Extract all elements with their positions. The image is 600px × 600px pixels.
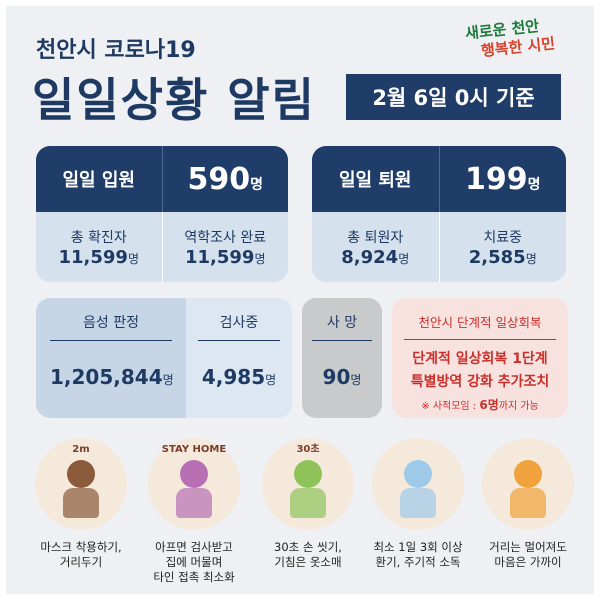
tip-caption: 거리는 멀어져도: [489, 540, 567, 554]
recovery-title: 천안시 단계적 일상회복: [418, 315, 542, 330]
tip: 30초 30초 손 씻기, 기침은 옷소매: [248, 438, 368, 570]
tip-caption: 집에 머물며: [165, 555, 223, 569]
tip: 2m 마스크 착용하기, 거리두기: [21, 438, 141, 570]
number: 8,924: [341, 246, 399, 268]
tip-icon: 30초: [262, 438, 354, 530]
icon-figure: [67, 460, 95, 488]
label: 일일 퇴원: [338, 170, 412, 191]
tip-icon: [372, 438, 464, 530]
label: 총 퇴원자: [347, 229, 404, 246]
number: 199: [464, 161, 528, 197]
tip-caption: 마스크 착용하기,: [40, 540, 122, 554]
recovery-line: 특별방역 강화 추가조치: [410, 374, 550, 390]
unit: 명: [527, 176, 541, 193]
unit: 명: [127, 251, 139, 266]
icon-figure: [294, 460, 322, 488]
icon-text: STAY HOME: [161, 444, 227, 455]
icon-body: [510, 488, 546, 518]
icon-text: 2m: [72, 444, 90, 455]
icon-body: [290, 488, 326, 518]
note: ※ 사적모임 :: [421, 401, 480, 412]
value: 11,599명: [185, 247, 266, 268]
label: 검사중: [198, 298, 280, 341]
tip-caption: 타인 접촉 최소화: [153, 570, 235, 584]
tip: 거리는 멀어져도 마음은 가까이: [468, 438, 588, 570]
tip-caption: 최소 1일 3회 이상: [373, 540, 463, 554]
unit: 명: [250, 176, 263, 193]
note: 까지 가능: [498, 401, 539, 412]
tip: STAY HOME 아프면 검사받고 집에 머물며 타인 접촉 최소화: [134, 438, 254, 585]
title: 일일상황 알림: [32, 73, 316, 127]
label: 일일 입원: [62, 170, 135, 191]
tip: 최소 1일 3회 이상 환기, 주기적 소독: [358, 438, 478, 570]
date: 2월 6일 0시 기준: [372, 86, 535, 110]
unit: 명: [265, 373, 277, 387]
label: 역학조사 완료: [184, 229, 267, 246]
tests-box: 음성 판정 1,205,844명 검사중 4,985명: [36, 298, 292, 418]
value: 2,585명: [469, 247, 537, 268]
value: 590명: [187, 162, 263, 197]
tip-icon: 2m: [35, 438, 127, 530]
icon-figure: [404, 460, 432, 488]
number: 90: [322, 365, 351, 389]
value: 199명: [465, 162, 541, 197]
unit: 명: [162, 373, 174, 387]
icon-figure: [180, 460, 208, 488]
icon-text: 30초: [296, 444, 320, 455]
note-highlight: 6명: [479, 398, 499, 412]
number: 1,205,844: [50, 365, 163, 389]
tip-caption: 30초 손 씻기,: [274, 540, 342, 554]
tip-caption: 마음은 가까이: [494, 555, 562, 569]
recovery-line: 단계적 일상회복 1단계: [412, 351, 548, 367]
tip-caption: 환기, 주기적 소독: [375, 555, 461, 569]
value: 90명: [312, 365, 372, 389]
number: 590: [187, 161, 251, 197]
subtitle: 천안시 코로나19: [36, 38, 196, 63]
number: 11,599: [58, 246, 128, 268]
unit: 명: [350, 373, 362, 387]
test-cell: 음성 판정 1,205,844명: [36, 298, 186, 418]
logo: 새로운 천안 행복한 시민: [464, 15, 556, 62]
icon-figure: [514, 460, 542, 488]
icon-body: [63, 488, 99, 518]
test-cell: 검사중 4,985명: [186, 298, 292, 418]
recovery-box: 천안시 단계적 일상회복 단계적 일상회복 1단계 특별방역 강화 추가조치 ※…: [392, 298, 568, 418]
tip-icon: [482, 438, 574, 530]
unit: 명: [254, 251, 266, 266]
label: 총 확진자: [70, 229, 127, 246]
label: 사 망: [312, 298, 372, 341]
value: 8,924명: [341, 247, 409, 268]
number: 2,585: [468, 246, 526, 268]
number: 11,599: [184, 246, 255, 268]
recovery-note: ※ 사적모임 : 6명까지 가능: [392, 396, 568, 413]
icon-body: [400, 488, 436, 518]
label: 음성 판정: [50, 298, 172, 341]
value: 1,205,844명: [50, 365, 174, 389]
tip-icon: STAY HOME: [148, 438, 240, 530]
value: 11,599명: [58, 247, 139, 268]
tip-caption: 거리두기: [59, 555, 103, 569]
unit: 명: [525, 251, 537, 266]
icon-body: [176, 488, 212, 518]
label: 치료중: [483, 229, 523, 246]
admission-box: 일일 입원 590명 총 확진자 11,599명 역학조사 완료 11,599명: [36, 146, 288, 282]
number: 4,985: [201, 365, 266, 389]
discharge-box: 일일 퇴원 199명 총 퇴원자 8,924명 치료중 2,585명: [312, 146, 566, 282]
unit: 명: [398, 251, 410, 266]
value: 4,985명: [198, 365, 280, 389]
date-badge: 2월 6일 0시 기준: [346, 74, 561, 120]
tip-caption: 기침은 옷소매: [274, 555, 342, 569]
tip-caption: 아프면 검사받고: [155, 540, 233, 554]
deaths-box: 사 망 90명: [302, 298, 382, 418]
